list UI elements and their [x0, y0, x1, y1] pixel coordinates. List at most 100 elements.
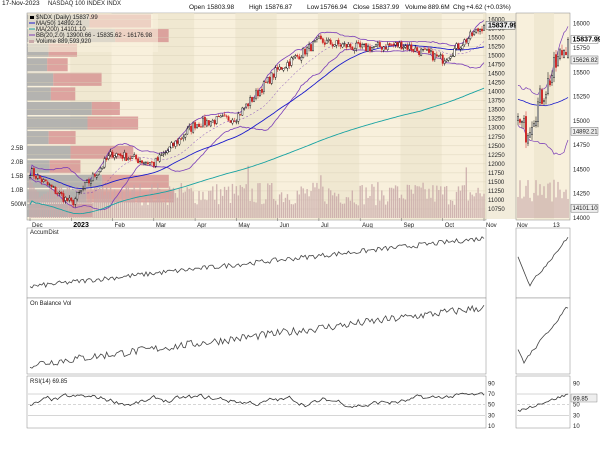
- candle-body: [249, 97, 252, 106]
- volume-bar: [426, 198, 428, 218]
- volume-bar: [133, 184, 135, 218]
- candle-body: [215, 116, 218, 124]
- volume-bar: [64, 194, 67, 218]
- volume-bar: [440, 186, 442, 218]
- volume-bar: [428, 188, 430, 218]
- candle-body: [363, 43, 366, 45]
- volume-bar: [212, 186, 214, 218]
- zoom-volume-bars: [517, 179, 569, 218]
- volume-bar: [111, 199, 114, 218]
- zoom-rsi-line: [517, 393, 569, 413]
- zoom-volume-bar: [543, 186, 545, 218]
- zoom-candle-body: [525, 116, 527, 143]
- volume-bar: [239, 185, 241, 218]
- volume-bar: [359, 185, 361, 218]
- zoom-bollinger-upper: [517, 26, 569, 95]
- candle-body: [341, 43, 344, 48]
- zoom-volume-bar: [563, 191, 565, 218]
- zoom-volume-bar: [539, 184, 541, 218]
- volume-bar: [335, 196, 338, 218]
- volume-bar: [286, 194, 289, 218]
- month-label: Aug: [362, 223, 373, 229]
- volume-bar: [402, 198, 405, 218]
- candle-body: [483, 25, 485, 31]
- volume-bar: [306, 189, 308, 218]
- volume-bar: [420, 187, 422, 218]
- volume-bar: [103, 195, 106, 218]
- candle-body: [237, 113, 240, 122]
- candle-body: [109, 151, 112, 156]
- zoom-candles: [517, 37, 569, 149]
- volume-bar: [109, 184, 112, 218]
- candle-body: [58, 192, 61, 194]
- candle-body: [99, 167, 102, 172]
- candle-body: [64, 196, 67, 201]
- candle-body: [268, 76, 271, 84]
- price-tick-label: 16000: [488, 17, 505, 23]
- legend-swatch-price: [30, 16, 34, 19]
- candle-body: [408, 45, 411, 50]
- zoom-volume-bar: [567, 198, 569, 218]
- volume-bar: [361, 185, 363, 218]
- candle-body: [125, 152, 128, 161]
- candle-body: [441, 54, 444, 64]
- volume-bar: [182, 192, 184, 218]
- vbp-bar-gray: [27, 72, 54, 86]
- volume-bar: [414, 185, 416, 218]
- candle-body: [349, 43, 352, 48]
- volume-bar: [294, 203, 297, 218]
- zoom-candle-body: [561, 50, 563, 56]
- volume-bar: [149, 189, 151, 218]
- last-price-box: [485, 21, 516, 30]
- volume-bar: [345, 197, 348, 218]
- volume-bar: [121, 191, 124, 218]
- volume-bar: [127, 186, 129, 218]
- price-tick-label: 11500: [488, 180, 505, 186]
- candle-body: [170, 142, 173, 149]
- candle-body: [156, 157, 159, 161]
- vbp-bar-red: [49, 160, 81, 174]
- volume-bar: [52, 190, 55, 218]
- candle-body: [304, 48, 307, 55]
- volume-bar: [192, 191, 194, 218]
- volume-bars: [29, 165, 485, 218]
- zoom-candle-body: [529, 132, 531, 138]
- candle-body: [62, 193, 65, 202]
- candle-body: [217, 116, 220, 118]
- price-y-axis: 1600015750155001525015000147501450014250…: [485, 17, 517, 213]
- volume-bar: [107, 192, 110, 218]
- volume-bar: [400, 194, 403, 218]
- candle-body: [133, 154, 136, 157]
- volume-bar: [145, 196, 147, 218]
- volume-bar: [257, 183, 259, 218]
- candle-body: [176, 140, 179, 144]
- candle-body: [143, 162, 145, 164]
- candle-body: [376, 42, 379, 46]
- candle-body: [36, 174, 39, 179]
- candle-body: [386, 44, 389, 50]
- vbp-bar-gray: [27, 116, 88, 130]
- volume-bar: [310, 191, 312, 218]
- vbp-bar-red: [91, 101, 120, 115]
- candle-body: [367, 46, 369, 52]
- volume-bar: [190, 188, 192, 218]
- volume-bar: [168, 186, 171, 218]
- candle-body: [54, 187, 57, 194]
- candle-body: [365, 43, 368, 51]
- zoom-candle-body: [549, 80, 551, 86]
- volume-bar: [98, 190, 100, 218]
- volume-bar: [233, 193, 236, 218]
- volume-bar: [339, 202, 342, 218]
- volume-bar: [223, 186, 226, 218]
- zoom-volume-bar: [523, 196, 525, 218]
- candle-body: [202, 117, 204, 127]
- candle-body: [255, 90, 257, 99]
- volume-bar: [467, 200, 469, 218]
- candle-body: [416, 47, 419, 52]
- price-tick-label: 15500: [488, 35, 505, 41]
- zoom-price-label: 14892.21: [573, 129, 599, 135]
- candle-body: [72, 199, 75, 205]
- volume-bar: [164, 190, 167, 218]
- candle-body: [317, 36, 320, 39]
- candle-body: [424, 48, 426, 50]
